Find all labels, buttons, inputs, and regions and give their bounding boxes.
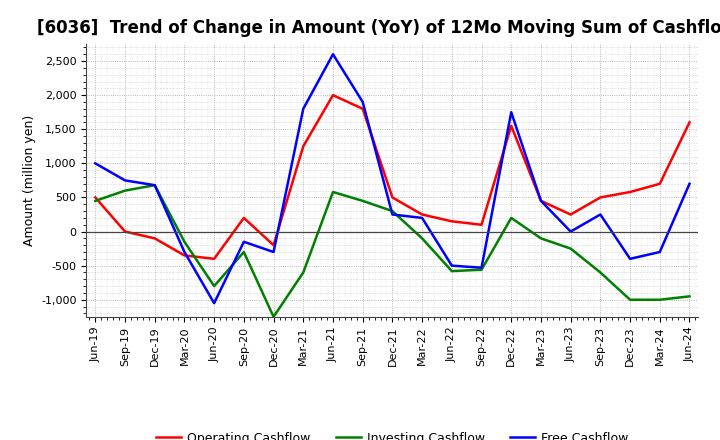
Operating Cashflow — [388, 195, 397, 200]
Free Cashflow — [685, 181, 694, 187]
Line: Operating Cashflow: Operating Cashflow — [95, 95, 690, 259]
Investing Cashflow — [507, 215, 516, 220]
Free Cashflow — [448, 263, 456, 268]
Operating Cashflow — [477, 222, 486, 227]
Free Cashflow — [150, 183, 159, 188]
Operating Cashflow — [121, 229, 130, 234]
Free Cashflow — [269, 249, 278, 255]
Operating Cashflow — [91, 195, 99, 200]
Free Cashflow — [567, 229, 575, 234]
Investing Cashflow — [448, 268, 456, 274]
Free Cashflow — [596, 212, 605, 217]
Free Cashflow — [328, 51, 337, 57]
Operating Cashflow — [448, 219, 456, 224]
Operating Cashflow — [685, 120, 694, 125]
Free Cashflow — [388, 212, 397, 217]
Free Cashflow — [180, 249, 189, 255]
Line: Investing Cashflow: Investing Cashflow — [95, 185, 690, 317]
Investing Cashflow — [91, 198, 99, 203]
Free Cashflow — [210, 301, 218, 306]
Free Cashflow — [91, 161, 99, 166]
Free Cashflow — [359, 99, 367, 105]
Investing Cashflow — [596, 270, 605, 275]
Operating Cashflow — [655, 181, 664, 187]
Line: Free Cashflow: Free Cashflow — [95, 54, 690, 303]
Investing Cashflow — [210, 283, 218, 289]
Operating Cashflow — [359, 106, 367, 111]
Free Cashflow — [507, 110, 516, 115]
Investing Cashflow — [150, 183, 159, 188]
Investing Cashflow — [626, 297, 634, 302]
Operating Cashflow — [299, 143, 307, 149]
Title: [6036]  Trend of Change in Amount (YoY) of 12Mo Moving Sum of Cashflows: [6036] Trend of Change in Amount (YoY) o… — [37, 19, 720, 37]
Investing Cashflow — [180, 239, 189, 244]
Operating Cashflow — [626, 189, 634, 194]
Investing Cashflow — [418, 236, 426, 241]
Operating Cashflow — [567, 212, 575, 217]
Investing Cashflow — [240, 249, 248, 255]
Investing Cashflow — [328, 189, 337, 194]
Operating Cashflow — [240, 215, 248, 220]
Free Cashflow — [121, 178, 130, 183]
Free Cashflow — [655, 249, 664, 255]
Free Cashflow — [477, 265, 486, 270]
Operating Cashflow — [418, 212, 426, 217]
Operating Cashflow — [269, 242, 278, 248]
Investing Cashflow — [121, 188, 130, 193]
Operating Cashflow — [180, 253, 189, 258]
Investing Cashflow — [299, 270, 307, 275]
Free Cashflow — [626, 256, 634, 261]
Operating Cashflow — [536, 198, 545, 203]
Operating Cashflow — [507, 123, 516, 128]
Y-axis label: Amount (million yen): Amount (million yen) — [22, 115, 35, 246]
Operating Cashflow — [328, 92, 337, 98]
Free Cashflow — [299, 106, 307, 111]
Investing Cashflow — [359, 198, 367, 203]
Operating Cashflow — [210, 256, 218, 261]
Free Cashflow — [240, 239, 248, 244]
Investing Cashflow — [536, 236, 545, 241]
Operating Cashflow — [150, 236, 159, 241]
Free Cashflow — [536, 198, 545, 203]
Operating Cashflow — [596, 195, 605, 200]
Investing Cashflow — [655, 297, 664, 302]
Investing Cashflow — [388, 209, 397, 214]
Investing Cashflow — [269, 314, 278, 319]
Investing Cashflow — [567, 246, 575, 251]
Free Cashflow — [418, 215, 426, 220]
Legend: Operating Cashflow, Investing Cashflow, Free Cashflow: Operating Cashflow, Investing Cashflow, … — [151, 427, 634, 440]
Investing Cashflow — [685, 294, 694, 299]
Investing Cashflow — [477, 267, 486, 272]
